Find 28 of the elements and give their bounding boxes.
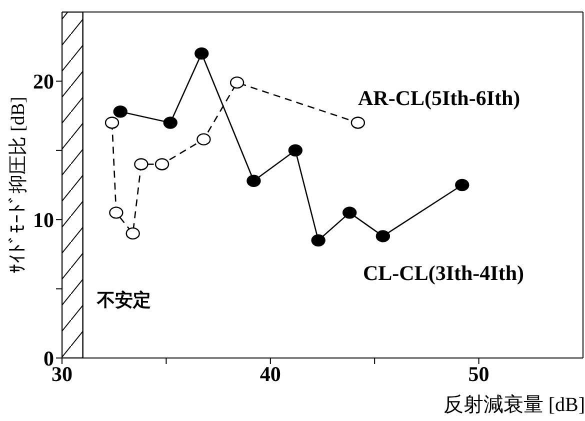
- y-tick-label: 0: [44, 346, 54, 370]
- band-label: 不安定: [96, 290, 151, 311]
- point: [134, 158, 148, 170]
- x-tick-label: 40: [260, 362, 281, 386]
- x-tick-label: 50: [468, 362, 490, 386]
- point: [376, 230, 390, 242]
- point: [230, 76, 244, 89]
- point: [311, 234, 326, 246]
- series-label: CL-CL(3Ith-4Ith): [363, 261, 524, 286]
- point: [104, 116, 120, 129]
- point: [350, 116, 366, 129]
- x-tick-label: 30: [52, 362, 72, 386]
- point: [196, 133, 211, 146]
- point: [126, 227, 140, 240]
- x-axis-title: 反射減衰量 [dB]: [443, 393, 585, 418]
- point: [194, 47, 209, 60]
- point: [342, 206, 357, 219]
- point: [163, 116, 178, 129]
- y-tick-label: 10: [33, 208, 54, 232]
- point: [113, 106, 128, 118]
- point: [455, 178, 470, 192]
- point: [288, 144, 303, 156]
- point: [246, 174, 261, 187]
- point: [154, 158, 170, 170]
- series-label: AR-CL(5Ith-6Ith): [358, 86, 520, 111]
- point: [109, 206, 124, 219]
- y-tick-label: 20: [33, 70, 54, 94]
- y-axis-title: ｻｲﾄﾞﾓｰﾄﾞ抑圧比 [dB]: [7, 96, 30, 274]
